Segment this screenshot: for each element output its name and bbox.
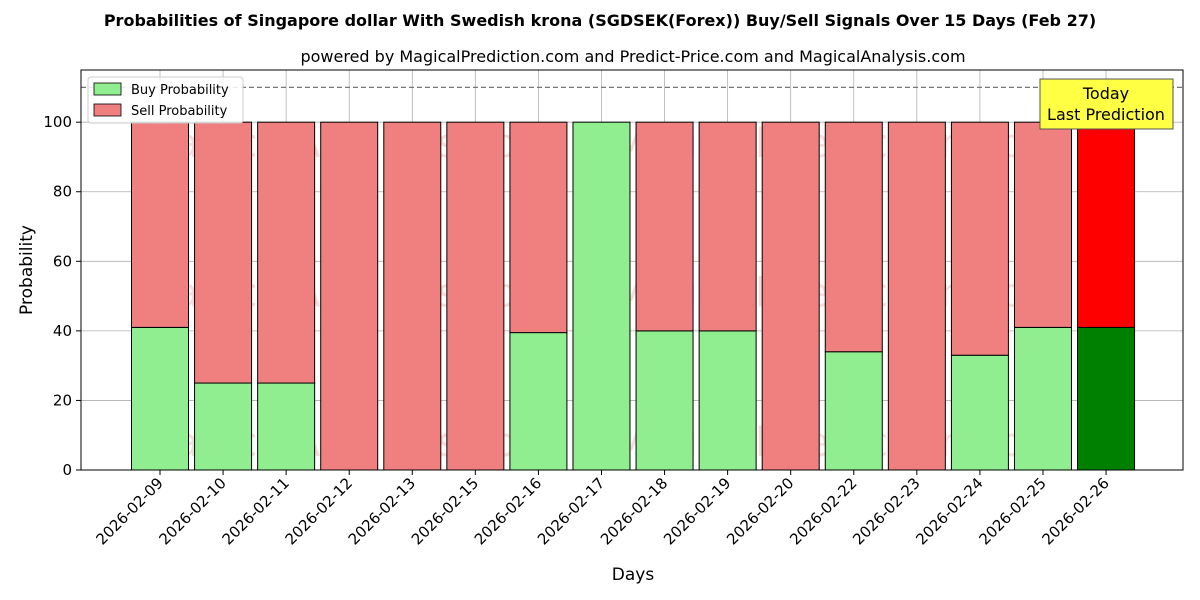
bar-buy-2026-02-25 xyxy=(1013,326,1072,471)
bar-buy-2026-02-26 xyxy=(1077,326,1136,471)
bar-sell-2026-02-09 xyxy=(131,121,189,328)
y-tick-label-100: 100 xyxy=(43,113,72,131)
bar-sell-2026-02-12 xyxy=(320,121,379,471)
bar-buy-2026-02-17 xyxy=(572,121,631,471)
bar-sell-2026-02-18 xyxy=(635,121,694,332)
legend-swatch-buy xyxy=(93,82,122,96)
legend-label-sell: Sell Probability xyxy=(131,104,228,119)
x-tick-label-2026-02-11: 2026-02-11 xyxy=(219,474,293,548)
x-axis-ticks: 2026-02-092026-02-102026-02-112026-02-12… xyxy=(92,470,1113,548)
legend-swatch-sell xyxy=(93,103,122,117)
annotation-box xyxy=(1039,78,1174,130)
bar-sell-2026-02-26 xyxy=(1077,121,1136,328)
bar-buy-2026-02-11 xyxy=(257,382,316,471)
x-tick-label-2026-02-26: 2026-02-26 xyxy=(1038,474,1112,548)
chart-subtitle: powered by MagicalPrediction.com and Pre… xyxy=(300,47,965,66)
bar-sell-2026-02-24 xyxy=(950,121,1009,356)
y-axis-ticks: 0 20 40 60 80 100 xyxy=(43,113,81,479)
bar-sell-2026-02-19 xyxy=(698,121,757,332)
bar-buy-2026-02-10 xyxy=(194,382,253,471)
bar-buy-2026-02-24 xyxy=(950,354,1009,471)
x-tick-label-2026-02-13: 2026-02-13 xyxy=(345,474,419,548)
x-tick-label-2026-02-19: 2026-02-19 xyxy=(660,474,734,548)
bar-buy-2026-02-16 xyxy=(509,332,568,471)
bar-buy-2026-02-19 xyxy=(698,330,757,471)
legend: Buy Probability Sell Probability xyxy=(87,76,244,124)
x-tick-label-2026-02-17: 2026-02-17 xyxy=(534,474,608,548)
today-annotation: Today Last Prediction xyxy=(1039,78,1174,130)
bar-sell-2026-02-23 xyxy=(887,121,946,471)
bar-sell-2026-02-16 xyxy=(509,121,568,334)
plot-frame xyxy=(80,69,1184,471)
y-tick-label-20: 20 xyxy=(53,391,72,409)
annotation-line2: Last Prediction xyxy=(1047,105,1165,124)
legend-label-buy: Buy Probability xyxy=(131,83,229,98)
x-tick-label-2026-02-20: 2026-02-20 xyxy=(723,474,797,548)
x-tick-label-2026-02-25: 2026-02-25 xyxy=(975,474,1049,548)
x-tick-label-2026-02-18: 2026-02-18 xyxy=(597,474,671,548)
bar-buy-2026-02-09 xyxy=(131,326,189,471)
x-axis-label: Days xyxy=(612,565,655,585)
bar-sell-2026-02-11 xyxy=(257,121,316,384)
x-tick-label-2026-02-12: 2026-02-12 xyxy=(282,474,356,548)
bar-sell-2026-02-10 xyxy=(194,121,253,384)
bar-buy-2026-02-22 xyxy=(824,351,883,471)
x-tick-label-2026-02-24: 2026-02-24 xyxy=(912,474,986,548)
x-tick-label-2026-02-10: 2026-02-10 xyxy=(156,474,230,548)
bar-sell-2026-02-22 xyxy=(824,121,883,353)
y-tick-label-80: 80 xyxy=(53,183,72,201)
bar-sell-2026-02-15 xyxy=(446,121,505,471)
chart-title: Probabilities of Singapore dollar With S… xyxy=(104,11,1096,30)
y-axis-label: Probability xyxy=(17,225,37,315)
bar-buy-2026-02-18 xyxy=(635,330,694,471)
y-tick-label-40: 40 xyxy=(53,322,72,340)
x-tick-label-2026-02-16: 2026-02-16 xyxy=(471,474,545,548)
x-tick-label-2026-02-15: 2026-02-15 xyxy=(408,474,482,548)
bar-sell-2026-02-25 xyxy=(1013,121,1072,328)
x-tick-label-2026-02-09: 2026-02-09 xyxy=(92,474,166,548)
x-tick-label-2026-02-23: 2026-02-23 xyxy=(849,474,923,548)
y-tick-label-0: 0 xyxy=(62,461,72,479)
annotation-line1: Today xyxy=(1082,84,1129,103)
bar-sell-2026-02-13 xyxy=(383,121,442,471)
legend-box xyxy=(87,76,244,124)
bars xyxy=(131,121,1136,471)
y-tick-label-60: 60 xyxy=(53,252,72,270)
bar-sell-2026-02-20 xyxy=(761,121,820,471)
x-tick-label-2026-02-22: 2026-02-22 xyxy=(786,474,860,548)
